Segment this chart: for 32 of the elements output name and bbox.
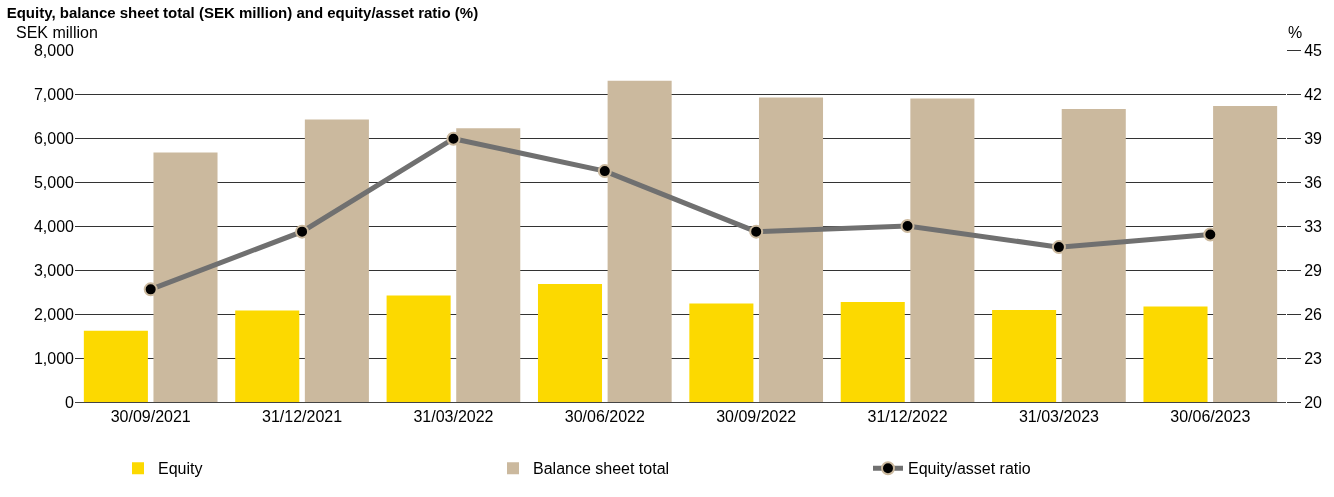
x-tick-label: 30/06/2022 [564, 408, 645, 426]
x-tick-label: 31/03/2023 [1018, 408, 1100, 426]
y-tick-label: 8,000 [33, 41, 75, 59]
x-tick-label: 30/06/2023 [1170, 408, 1251, 426]
y2-tick-label: 23 [1304, 349, 1323, 367]
y-tick-label: 4,000 [33, 217, 75, 235]
y-tick-label: 3,000 [33, 261, 75, 279]
y-axis-title: SEK million [16, 24, 98, 41]
chart-title: Equity, balance sheet total (SEK million) and equity/asset ratio (%) [6, 3, 479, 21]
x-tick-label: 31/12/2021 [262, 408, 343, 426]
y2-tick-label: 29 [1304, 261, 1323, 279]
y2-tick-label: 33 [1304, 217, 1323, 235]
x-tick-label: 31/03/2022 [413, 408, 494, 426]
x-tick-label: 31/12/2022 [867, 408, 948, 426]
y2-tick-label: 42 [1304, 85, 1323, 103]
legend-label: Equity/asset ratio [908, 460, 1031, 478]
y-tick-label: 0 [65, 393, 75, 411]
legend-label: Balance sheet total [533, 460, 670, 478]
y2-tick-label: 20 [1304, 393, 1323, 411]
y-tick-label: 6,000 [33, 129, 75, 147]
y-tick-label: 2,000 [33, 305, 75, 323]
y2-tick-label: 45 [1304, 41, 1323, 59]
y2-tick-label: 39 [1304, 129, 1323, 147]
y2-axis-title: % [1288, 24, 1303, 41]
y-tick-label: 5,000 [33, 173, 75, 191]
y-tick-label: 1,000 [33, 349, 75, 367]
y2-tick-label: 36 [1304, 173, 1323, 191]
y2-tick-label: 26 [1304, 305, 1323, 323]
x-tick-label: 30/09/2021 [110, 408, 191, 426]
x-tick-label: 30/09/2022 [716, 408, 797, 426]
legend-label: Equity [158, 460, 203, 478]
y-tick-label: 7,000 [33, 85, 75, 103]
